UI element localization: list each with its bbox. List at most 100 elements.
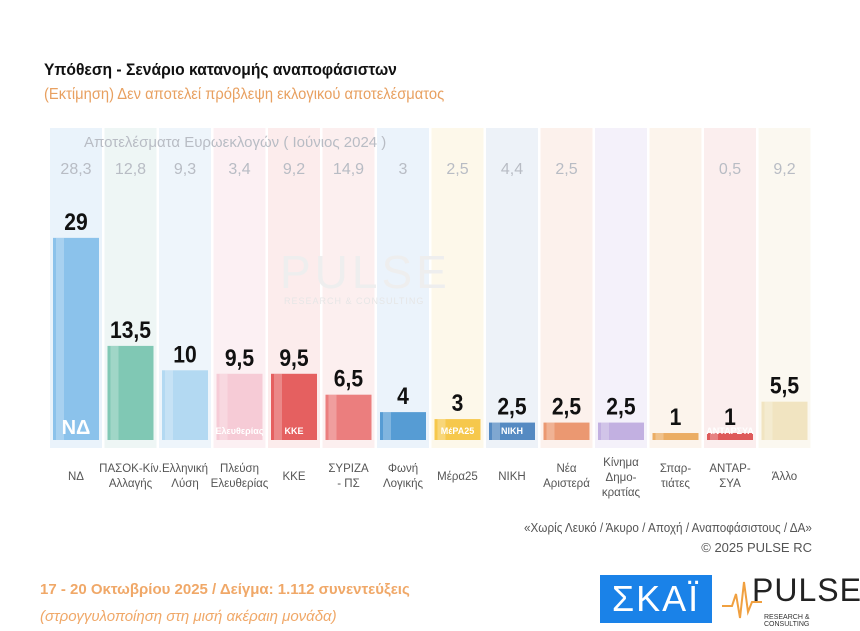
copyright: © 2025 PULSE RC [701,540,812,555]
value-label: 10 [173,341,196,368]
value-label: 9,5 [225,345,254,372]
category-label: Αριστερά [543,478,590,490]
category-label: Άλλο [772,471,797,483]
party-logo-text: ΝΙΚΗ [501,426,523,436]
euro-2024-value: 3 [399,161,408,178]
bar-highlight [383,412,391,440]
value-label: 2,5 [552,393,581,420]
bar [434,419,481,440]
bar [761,401,808,440]
category-label: Μέρα25 [437,471,478,483]
skai-logo: ΣΚΑΪ [600,575,712,623]
watermark-sub: RESEARCH & CONSULTING [284,296,425,306]
bar-highlight [492,422,500,440]
euro-2024-value: 3,4 [228,161,250,178]
bar-highlight [274,373,282,440]
category-label: τιάτες [661,478,690,490]
value-label: 29 [64,209,87,236]
category-label: Κίνημα [603,457,639,469]
watermark: PULSE [280,246,451,298]
euro-2024-value: 9,2 [773,161,795,178]
category-label: Νέα [556,463,576,475]
party-logo-text: ΚΚΕ [284,426,303,436]
value-label: 1 [724,404,736,431]
bar [380,412,426,440]
party-logo-text: ΝΔ [62,417,91,439]
party-logo-text: ΑΝΤΑΡΣΥΑ [706,426,754,436]
euro-2024-value: 2,5 [446,161,468,178]
column-background [758,128,811,448]
category-label: κρατίας [602,487,641,499]
value-label: 13,5 [110,317,151,344]
rounding-note: (στρογγυλοποίηση στη μισή ακέραιη μονάδα… [40,608,337,625]
bar-highlight [710,433,718,440]
value-label: 5,5 [770,372,799,399]
category-label: Ελευθερίας [211,478,269,490]
bar-highlight [546,422,555,440]
euro-2024-value: 2,5 [555,161,577,178]
column-background [704,128,756,448]
bar [53,237,99,440]
bar [162,370,208,440]
category-label: - ΠΣ [337,478,359,490]
category-label: ΣΥΑ [719,478,741,490]
bar [325,394,372,440]
euro-2024-value: 9,2 [283,161,305,178]
category-label: Αλλαγής [109,478,153,490]
bar-highlight [328,394,337,440]
category-label: Λύση [171,478,198,490]
column-background [431,128,484,448]
euro-2024-value: 14,9 [333,161,364,178]
bar [598,422,644,440]
value-label: 1 [670,404,682,431]
value-label: 2,5 [606,393,635,420]
comparison-label: Αποτελέσματα Ευρωεκλογών ( Ιούνιος 2024 … [84,134,387,151]
bar-highlight [56,237,64,440]
category-label: Πλεύση [220,463,259,475]
category-label: ΠΑΣΟΚ-Κίν. [99,463,162,475]
column-background [486,128,538,448]
value-label: 2,5 [497,393,526,420]
bar-highlight [110,345,119,440]
category-label: Λογικής [383,478,424,490]
column-background [322,128,375,448]
category-label: Φωνή [388,463,418,475]
category-label: ΑΝΤΑΡ- [709,463,750,475]
bar-highlight [437,419,446,440]
euro-2024-value: 9,3 [174,161,196,178]
value-label: 4 [397,383,409,410]
euro-2024-value: 4,4 [501,161,523,178]
bar [107,345,154,440]
column-background [595,128,647,448]
bar [216,373,263,440]
value-label: 9,5 [279,345,308,372]
category-label: ΚΚΕ [282,471,305,483]
bar [271,373,317,440]
bar-highlight [601,422,609,440]
party-logo-text: ΜέΡΑ25 [441,426,474,436]
category-label: Σπαρ- [660,463,692,475]
category-label: ΝΙΚΗ [498,471,525,483]
bar-chart: 28,3 ΝΔ 29 ΝΔ 12,8 13,5 ΠΑΣΟΚ-Κίν. Αλλαγής 9,3 10… [50,128,811,499]
chart-title: Υπόθεση - Σενάριο κατανομής αναποφάσιστω… [44,60,397,79]
column-background [377,128,429,448]
chart-subtitle: (Εκτίμηση) Δεν αποτελεί πρόβλεψη εκλογικ… [44,86,445,103]
category-label: Δημο- [606,472,637,484]
bar [652,433,699,440]
bar [707,433,753,440]
category-label: Ελληνική [162,463,208,475]
bar-highlight [655,433,664,440]
pulse-wordmark: PULSE [752,572,860,608]
euro-2024-value: 12,8 [115,161,146,178]
euro-2024-value: 28,3 [60,161,91,178]
pulse-tagline: RESEARCH & CONSULTING [764,614,810,628]
bar-highlight [764,401,773,440]
category-label: ΝΔ [68,471,84,483]
column-background [540,128,593,448]
value-label: 3 [452,390,464,417]
bar [543,422,590,440]
pulse-logo: PULSE RESEARCH & CONSULTING [722,572,860,628]
bar-highlight [165,370,173,440]
value-label: 6,5 [334,365,363,392]
bar-highlight [219,373,228,440]
